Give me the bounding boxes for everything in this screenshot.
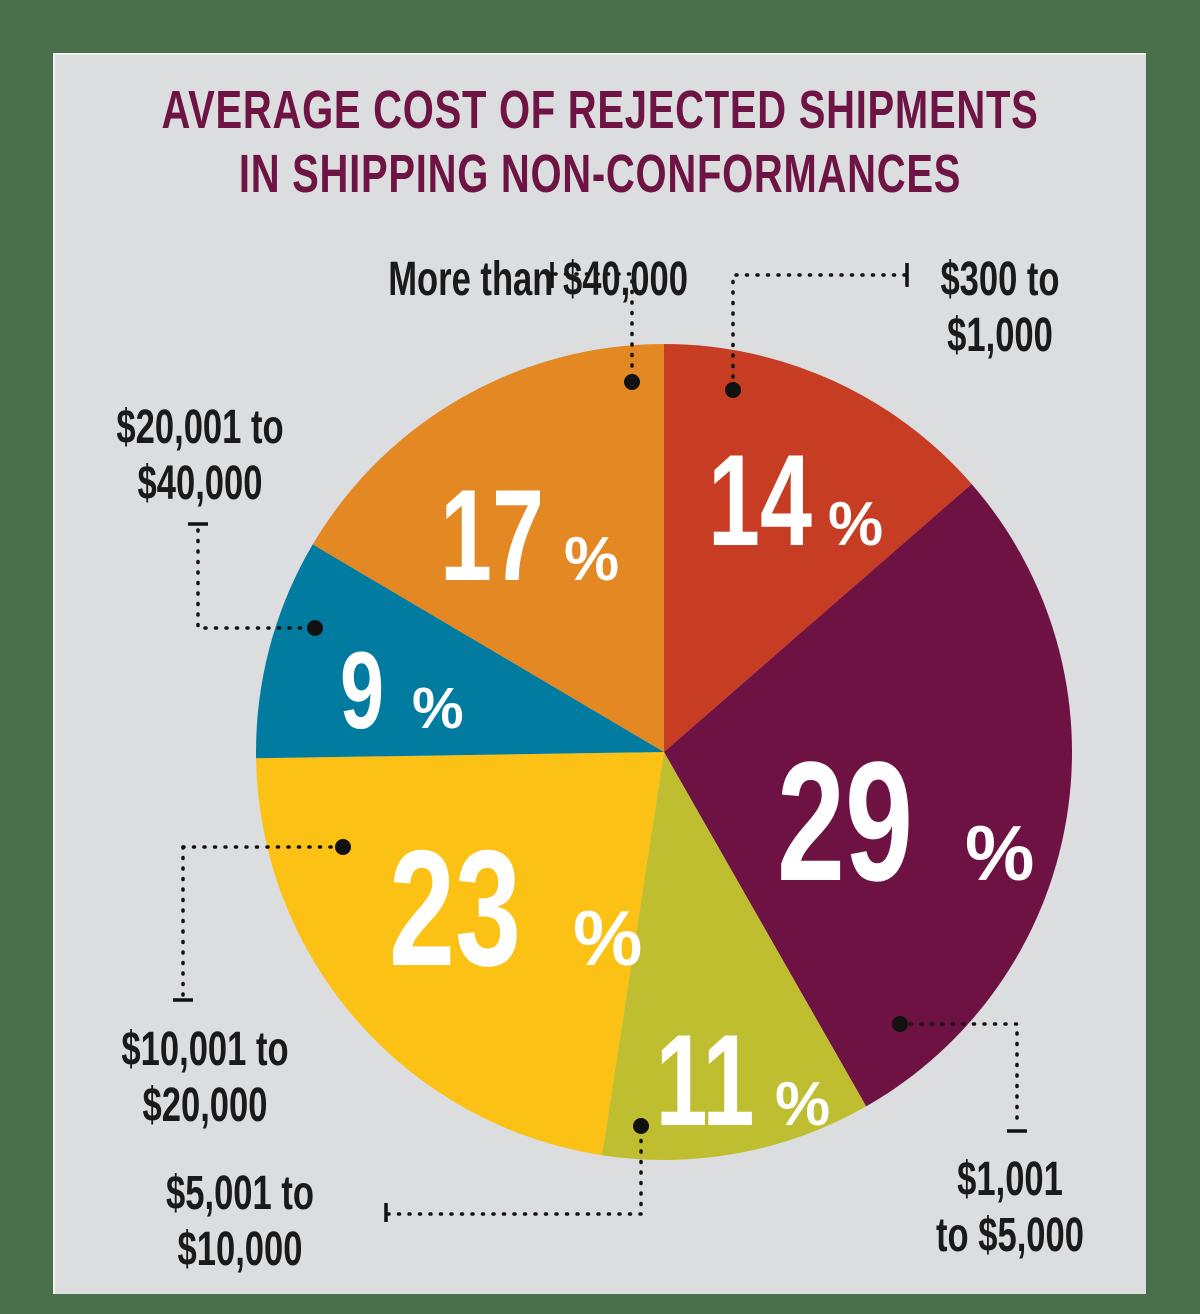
callout-1001-to-5000: $1,001 to $5,000 xyxy=(924,1152,1097,1264)
slice-percent-label: 29 xyxy=(777,727,913,916)
leader-dot xyxy=(633,1118,649,1134)
chart-title-line-2: IN SHIPPING NON-CONFORMANCES xyxy=(238,144,962,204)
percent-symbol: % xyxy=(775,1070,830,1139)
leader-line xyxy=(196,528,317,630)
callout-5001-to-10000: $5,001 to $10,000 xyxy=(150,1166,330,1278)
callout-text: $1,000 xyxy=(947,309,1053,362)
callout-text: $40,000 xyxy=(137,457,263,510)
pie-slice xyxy=(256,752,664,1156)
leader-dot xyxy=(307,620,323,636)
callout-text: $10,000 xyxy=(177,1223,303,1276)
callout-20001-to-40000: $20,001 to $40,000 xyxy=(106,400,293,512)
callout-more-than-40000: More than $40,000 xyxy=(388,252,688,308)
callout-text: to $5,000 xyxy=(936,1209,1084,1262)
callout-text: $10,001 to xyxy=(121,1023,289,1076)
chart-title-line-1: AVERAGE COST OF REJECTED SHIPMENTS xyxy=(161,80,1039,140)
leader-dot xyxy=(725,382,741,398)
leader-dot xyxy=(335,839,351,855)
percent-labels: 14 %29 %11 %23 %9 %17% xyxy=(340,428,1034,1154)
callout-300-to-1000: $300 to $1,000 xyxy=(932,252,1069,364)
percent-symbol: % xyxy=(573,894,642,982)
percent-symbol: % xyxy=(412,676,464,741)
pie-slices xyxy=(256,344,1073,1160)
leader-dot xyxy=(624,374,640,390)
leader-lines xyxy=(173,262,1027,1222)
slice-percent-label: 23 xyxy=(389,817,521,1001)
chart-title: AVERAGE COST OF REJECTED SHIPMENTS IN SH… xyxy=(156,78,1044,206)
percent-symbol: % xyxy=(828,490,883,559)
callout-10001-to-20000: $10,001 to $20,000 xyxy=(111,1022,298,1134)
pie-slice xyxy=(664,483,1073,1107)
leader-line xyxy=(386,1124,643,1216)
callout-text: $300 to xyxy=(940,253,1060,306)
leader-line xyxy=(553,272,634,384)
leader-dot xyxy=(892,1016,908,1032)
callout-text: $20,001 to xyxy=(116,401,284,454)
slice-percent-label: 9 xyxy=(340,629,384,752)
pie-slice xyxy=(602,752,867,1160)
callout-text: $1,001 xyxy=(957,1153,1063,1206)
percent-symbol: % xyxy=(564,525,619,594)
slice-percent-label: 17 xyxy=(440,463,544,609)
pie-slice xyxy=(312,344,664,752)
slice-percent-label: 11 xyxy=(656,1008,755,1154)
slice-percent-label: 14 xyxy=(708,428,812,574)
pie-slice xyxy=(664,344,972,752)
callout-text: $5,001 to xyxy=(166,1167,314,1220)
percent-symbol: % xyxy=(965,809,1034,897)
pie-slice xyxy=(256,544,664,759)
callout-text: More than $40,000 xyxy=(388,253,688,306)
callout-text: $20,000 xyxy=(142,1079,268,1132)
leader-line xyxy=(898,1022,1019,1129)
